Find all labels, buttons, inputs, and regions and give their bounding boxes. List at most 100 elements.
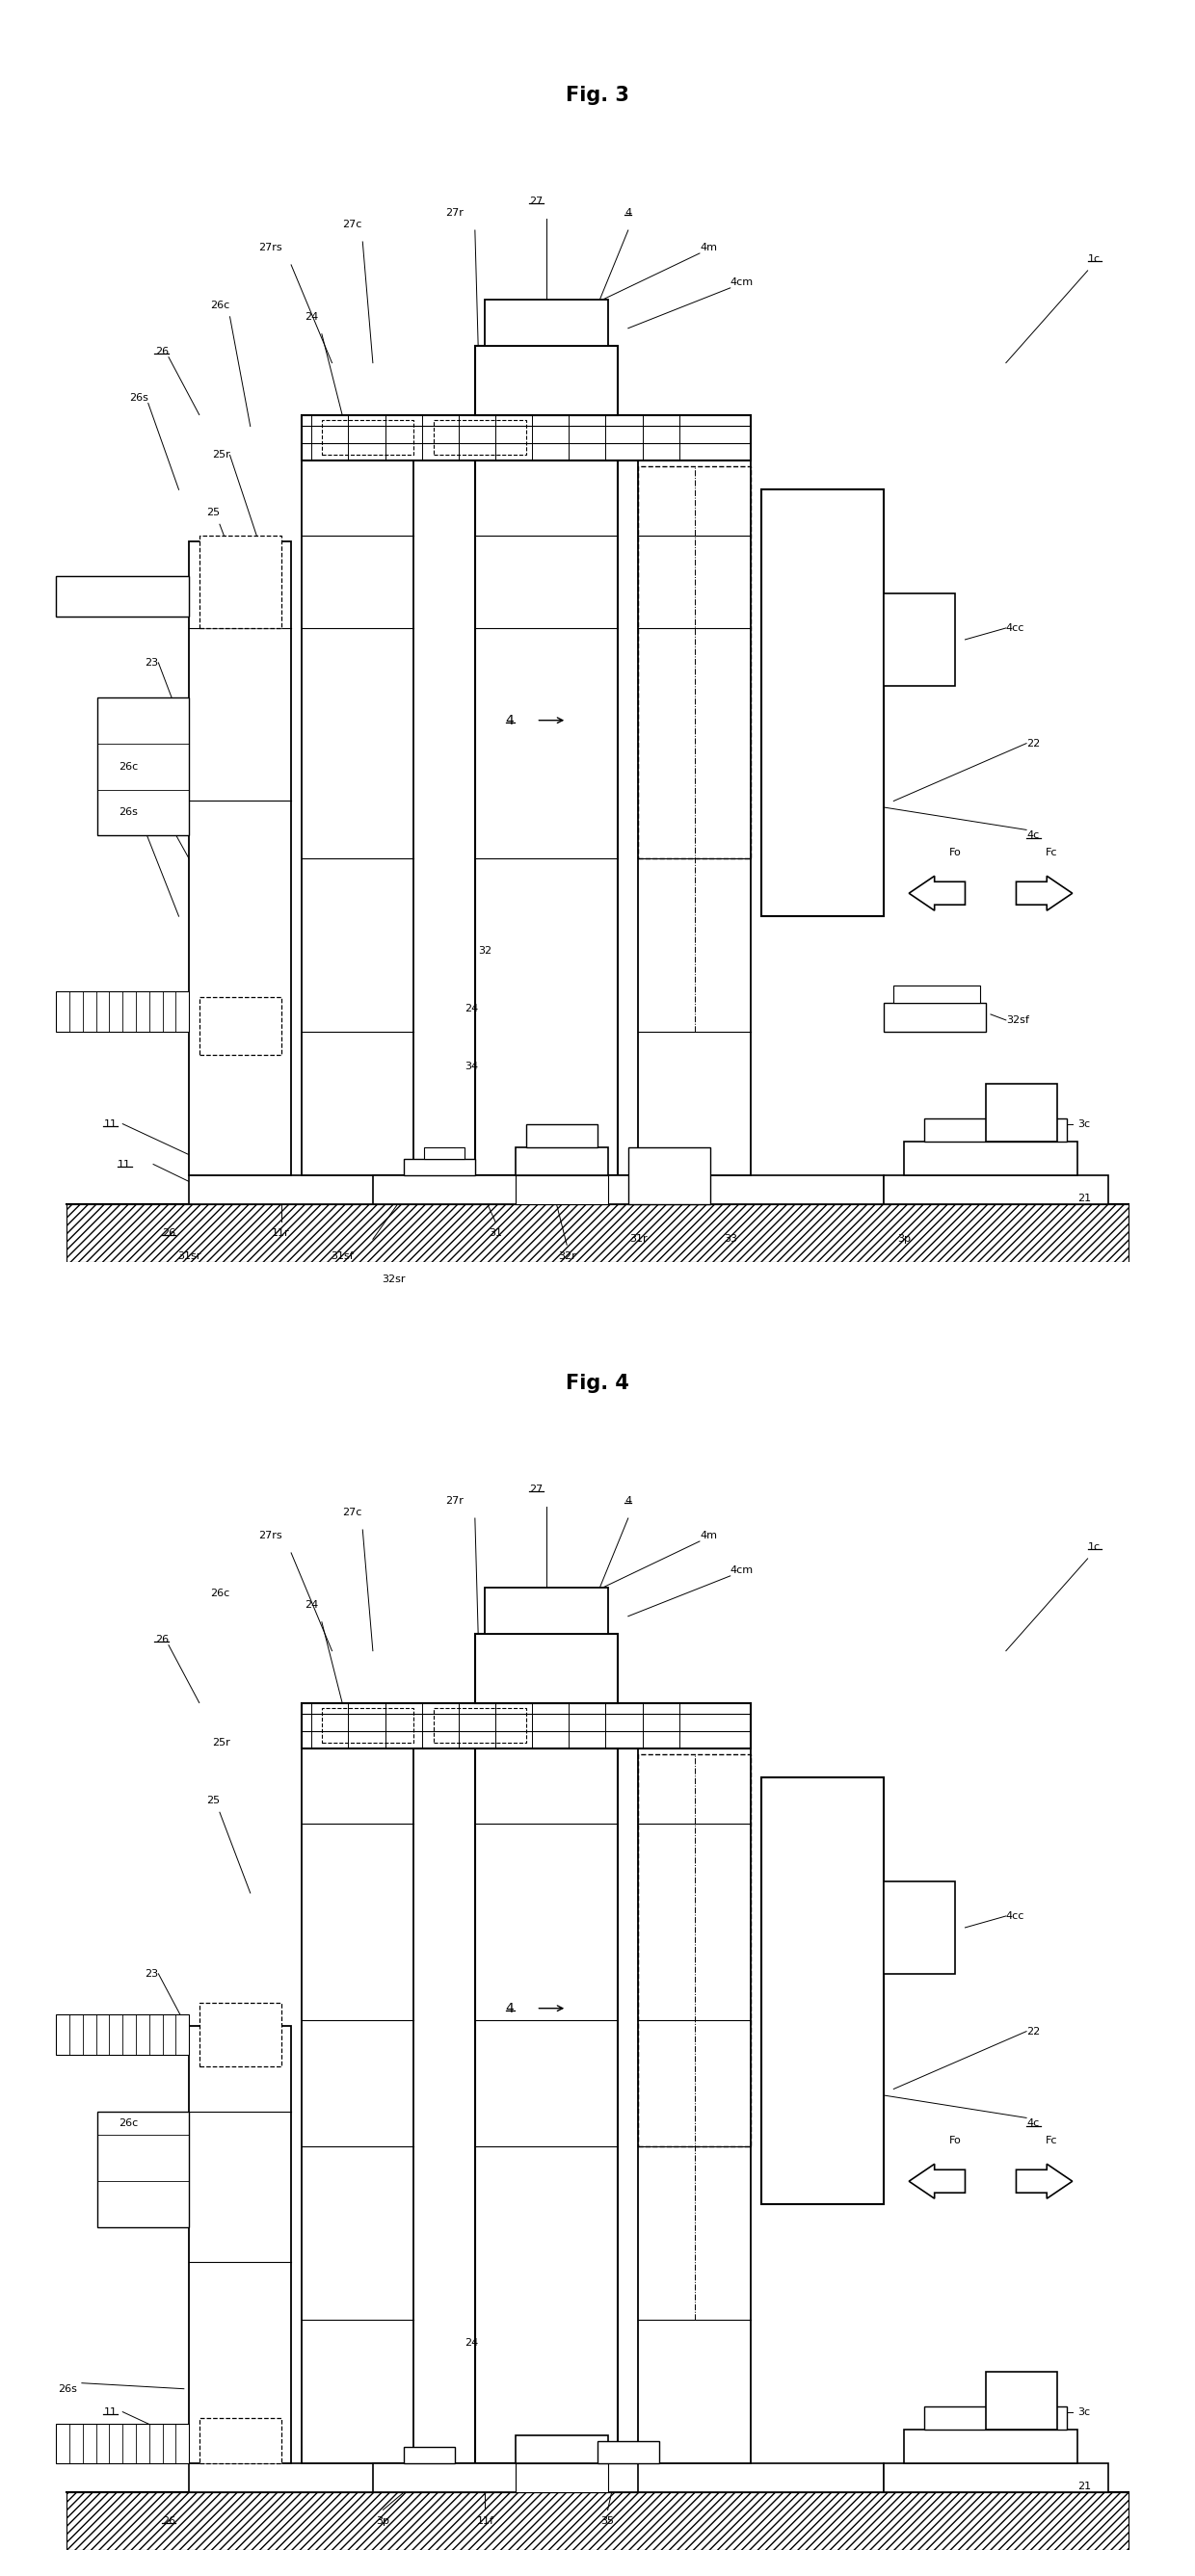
Bar [516, 2434, 608, 2463]
Text: 11r: 11r [272, 1229, 290, 1239]
Text: 1c: 1c [1087, 255, 1101, 263]
FancyArrow shape [909, 2164, 966, 2197]
Text: 27r: 27r [446, 209, 464, 219]
Text: 35: 35 [601, 2517, 614, 2527]
Text: 27c: 27c [343, 219, 362, 229]
Text: 27: 27 [529, 1484, 543, 1494]
Bar [894, 987, 980, 1002]
Text: 26c: 26c [118, 2120, 137, 2128]
Bar [301, 1749, 413, 2463]
FancyArrow shape [1016, 876, 1072, 909]
Bar [200, 2002, 281, 2066]
Text: 4: 4 [625, 209, 632, 219]
Bar [56, 577, 189, 616]
Bar [903, 2429, 1078, 2463]
Text: 1c: 1c [1087, 1543, 1101, 1551]
Text: 4m: 4m [699, 242, 717, 252]
Bar [434, 1708, 526, 1744]
Text: 34: 34 [465, 1061, 478, 1072]
Text: 26: 26 [161, 2517, 176, 2527]
Bar [474, 461, 618, 1175]
Text: 24: 24 [465, 2339, 478, 2347]
Bar [516, 1146, 608, 1175]
Text: 3p: 3p [376, 2517, 390, 2527]
Bar [883, 1002, 986, 1030]
Text: 32: 32 [478, 945, 492, 956]
Text: 4c: 4c [1027, 2120, 1040, 2128]
Bar [638, 1749, 750, 2463]
Bar [924, 1118, 1067, 1141]
Bar [485, 1587, 608, 1633]
Text: 27r: 27r [446, 1497, 464, 1507]
Text: 33: 33 [723, 1234, 737, 1244]
Bar [97, 2112, 189, 2228]
Text: 31sr: 31sr [177, 1252, 201, 1262]
Text: 23: 23 [145, 1968, 159, 1978]
Bar [474, 1633, 618, 1703]
Bar [67, 1206, 1128, 1262]
Bar [200, 997, 281, 1054]
Bar [434, 420, 526, 456]
Text: Fig. 4: Fig. 4 [565, 1373, 630, 1394]
Bar [56, 992, 189, 1030]
Bar [301, 1703, 750, 1749]
Text: 21: 21 [1078, 2483, 1091, 2491]
Text: 26: 26 [161, 1229, 176, 1239]
Text: 11: 11 [104, 2406, 117, 2416]
Bar [761, 1777, 883, 2205]
Text: 26c: 26c [118, 762, 137, 770]
Text: 31r: 31r [630, 1234, 648, 1244]
Text: 26c: 26c [210, 301, 229, 309]
Bar [516, 2463, 608, 2494]
Bar [924, 2406, 1067, 2429]
Text: 3c: 3c [1078, 2406, 1090, 2416]
Text: 4cc: 4cc [1006, 1911, 1024, 1922]
Text: 32r: 32r [558, 1252, 576, 1262]
Bar [189, 541, 292, 1175]
Bar [474, 345, 618, 415]
Text: 32sf: 32sf [1006, 1015, 1029, 1025]
Text: 32sr: 32sr [381, 1275, 405, 1285]
Text: Fc: Fc [1046, 848, 1058, 858]
Text: Fo: Fo [949, 848, 961, 858]
Text: 22: 22 [1027, 739, 1040, 747]
Text: 4: 4 [505, 2002, 514, 2014]
Text: 26: 26 [155, 348, 168, 355]
Bar [638, 1754, 750, 2146]
Text: Fig. 3: Fig. 3 [565, 85, 630, 106]
Text: 26c: 26c [210, 1589, 229, 1597]
Bar [200, 2419, 281, 2463]
Text: 25r: 25r [212, 1739, 229, 1749]
Text: 11f: 11f [477, 2517, 494, 2527]
Text: 4cc: 4cc [1006, 623, 1024, 634]
Text: 4cm: 4cm [730, 1566, 754, 1574]
Bar [97, 698, 189, 835]
Bar [189, 2025, 292, 2463]
Text: 11: 11 [117, 1159, 131, 1170]
Text: 4m: 4m [699, 1530, 717, 1540]
Bar [321, 1708, 413, 1744]
Bar [200, 536, 281, 629]
Text: 3p: 3p [897, 1234, 911, 1244]
Bar [404, 1159, 474, 1175]
Bar [474, 1749, 618, 2463]
Bar [485, 299, 608, 345]
Bar [883, 2463, 1108, 2494]
Bar [189, 1175, 883, 1206]
Bar [883, 592, 955, 685]
Text: 24: 24 [305, 1600, 318, 1610]
Text: 24: 24 [305, 312, 318, 322]
Text: 4cm: 4cm [730, 278, 754, 286]
Text: 11: 11 [104, 1118, 117, 1128]
Text: 27rs: 27rs [259, 1530, 282, 1540]
Text: 27c: 27c [343, 1507, 362, 1517]
Text: 26: 26 [155, 1636, 168, 1643]
Text: 22: 22 [1027, 2027, 1040, 2035]
Bar [321, 420, 413, 456]
Text: Fo: Fo [949, 2136, 961, 2146]
Text: 27: 27 [529, 196, 543, 206]
Text: 25: 25 [206, 507, 220, 518]
Text: 26s: 26s [57, 2383, 76, 2393]
Bar [189, 2463, 883, 2494]
Text: Fc: Fc [1046, 2136, 1058, 2146]
